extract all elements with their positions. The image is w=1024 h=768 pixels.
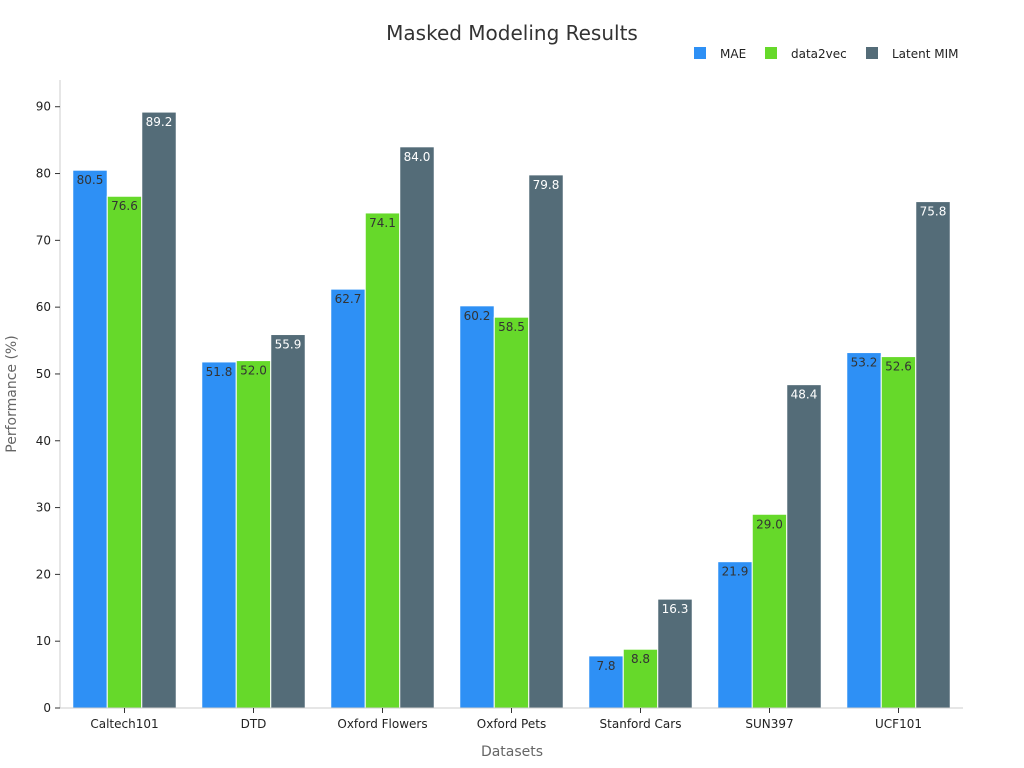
y-axis-label: Performance (%) — [4, 335, 20, 452]
x-tick-label: DTD — [241, 717, 267, 731]
x-tick-label: Oxford Pets — [477, 717, 546, 731]
bar-value-label: 29.0 — [756, 517, 783, 531]
bar — [459, 305, 495, 709]
bar-value-label: 80.5 — [77, 173, 104, 187]
x-tick-label: Stanford Cars — [600, 717, 682, 731]
bar — [493, 316, 530, 709]
y-tick-label: 0 — [43, 701, 51, 715]
bar — [235, 360, 272, 709]
y-tick-label: 80 — [36, 167, 51, 181]
bar — [657, 598, 693, 709]
x-tick-label: Oxford Flowers — [337, 717, 427, 731]
bar-value-label: 76.6 — [111, 199, 138, 213]
y-tick-label: 30 — [36, 501, 51, 515]
bar — [399, 146, 435, 709]
bar — [270, 334, 306, 709]
bar-value-label: 74.1 — [369, 216, 396, 230]
y-axis: 0 10 20 30 40 50 60 70 80 90 — [36, 80, 61, 715]
legend-swatch — [866, 47, 878, 59]
legend-label: MAE — [720, 47, 746, 61]
bar — [364, 212, 401, 709]
legend-swatch — [694, 47, 706, 59]
bar-value-label: 55.9 — [275, 338, 302, 352]
bar-value-label: 16.3 — [662, 602, 689, 616]
bar-value-label: 8.8 — [631, 652, 650, 666]
legend-label: Latent MIM — [892, 47, 959, 61]
bar — [880, 356, 917, 709]
bar — [201, 361, 237, 709]
bar — [141, 111, 177, 709]
x-tick-label: Caltech101 — [90, 717, 158, 731]
legend-swatch — [765, 47, 777, 59]
bar-value-label: 62.7 — [335, 292, 362, 306]
y-tick-label: 50 — [36, 367, 51, 381]
bar-value-label: 21.9 — [722, 565, 749, 579]
bar-value-label: 53.2 — [851, 356, 878, 370]
bar-value-label: 58.5 — [498, 320, 525, 334]
plot-area: 80.5 76.6 89.2 51.8 52.0 55.9 62.7 74.1 84.0 60.2… — [72, 111, 951, 709]
bar-value-label: 75.8 — [920, 205, 947, 219]
y-tick-label: 90 — [36, 100, 51, 114]
legend: MAE data2vec Latent MIM — [694, 47, 959, 61]
bar — [846, 352, 882, 709]
bar — [786, 384, 822, 709]
bar — [751, 513, 788, 709]
bar-value-label: 51.8 — [206, 365, 233, 379]
bar-value-label: 52.6 — [885, 360, 912, 374]
bar — [106, 195, 143, 709]
bar-value-label: 89.2 — [146, 115, 173, 129]
bar — [622, 648, 659, 709]
y-tick-label: 10 — [36, 634, 51, 648]
bar-value-label: 7.8 — [596, 659, 615, 673]
x-tick-label: UCF101 — [875, 717, 922, 731]
bar-value-label: 48.4 — [791, 388, 818, 402]
bar — [330, 288, 366, 709]
bar — [588, 655, 624, 709]
bar — [717, 561, 753, 709]
y-tick-label: 60 — [36, 300, 51, 314]
x-axis-label: Datasets — [481, 744, 543, 760]
y-tick-label: 20 — [36, 567, 51, 581]
bar-value-label: 60.2 — [464, 309, 491, 323]
bar-value-label: 84.0 — [404, 150, 431, 164]
y-tick-label: 70 — [36, 233, 51, 247]
y-tick-label: 40 — [36, 434, 51, 448]
bar-value-label: 79.8 — [533, 178, 560, 192]
x-axis: Caltech101 DTD Oxford Flowers Oxford Pets St… — [60, 707, 963, 731]
chart-title: Masked Modeling Results — [386, 21, 638, 45]
bar — [72, 169, 108, 709]
bar — [915, 201, 951, 709]
x-tick-label: SUN397 — [745, 717, 793, 731]
bar-value-label: 52.0 — [240, 364, 267, 378]
legend-label: data2vec — [791, 47, 847, 61]
bar — [528, 174, 564, 709]
